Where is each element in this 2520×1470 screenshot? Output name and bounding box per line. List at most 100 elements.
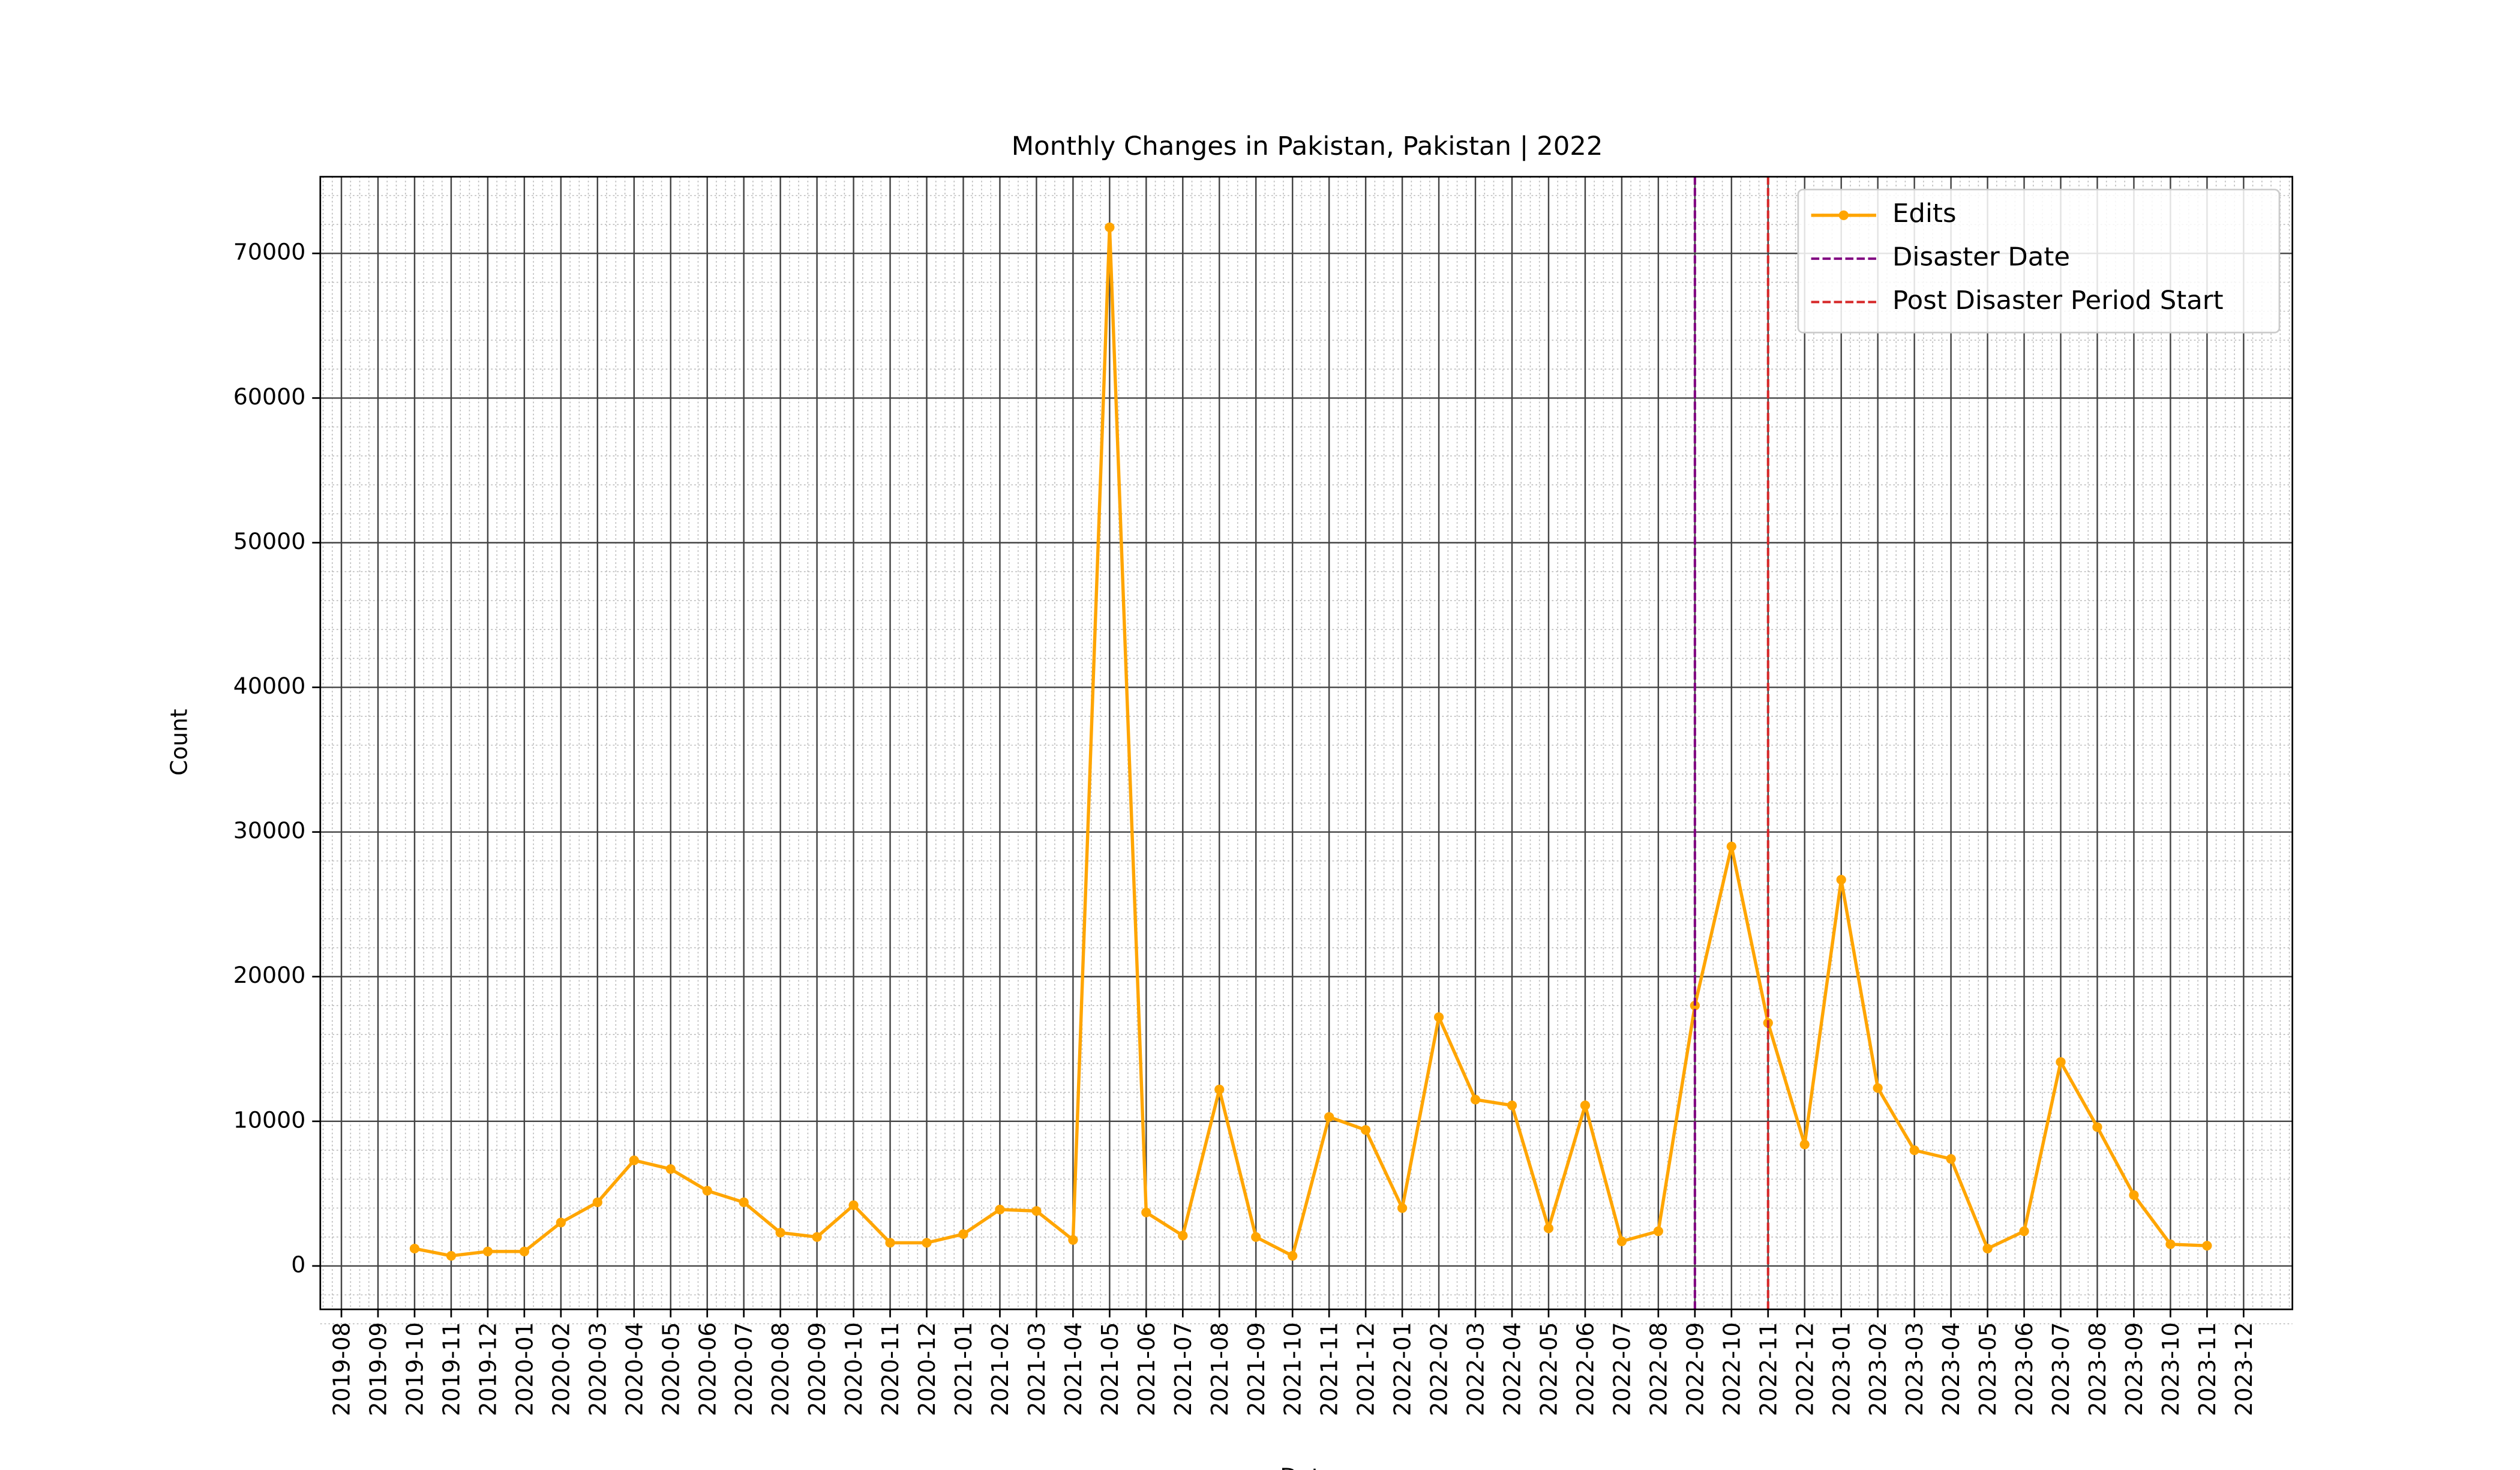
x-tick-label: 2020-07 xyxy=(731,1322,757,1417)
data-point xyxy=(812,1232,822,1242)
legend-label: Edits xyxy=(1892,199,1957,229)
x-axis-label: Date xyxy=(1280,1463,1334,1470)
x-tick-label: 2023-01 xyxy=(1828,1322,1855,1417)
data-point xyxy=(1178,1231,1188,1241)
x-tick-label: 2022-10 xyxy=(1718,1322,1745,1417)
x-tick-label: 2021-11 xyxy=(1316,1322,1343,1417)
data-point xyxy=(958,1229,968,1239)
y-axis-label: Count xyxy=(166,709,192,775)
x-tick-label: 2021-05 xyxy=(1097,1322,1123,1417)
y-tick-label: 30000 xyxy=(233,817,306,844)
x-tick-label: 2020-05 xyxy=(658,1322,684,1417)
x-tick-label: 2023-06 xyxy=(2011,1322,2038,1417)
x-tick-label: 2020-10 xyxy=(841,1322,867,1417)
x-tick-label: 2020-01 xyxy=(511,1322,538,1417)
data-point xyxy=(2092,1122,2102,1132)
data-point xyxy=(1105,222,1115,232)
data-point xyxy=(1068,1235,1078,1245)
x-tick-label: 2020-12 xyxy=(914,1322,940,1417)
x-tick-label: 2020-02 xyxy=(548,1322,574,1417)
x-tick-label: 2021-01 xyxy=(950,1322,977,1417)
data-point xyxy=(1726,841,1736,851)
x-tick-label: 2020-06 xyxy=(694,1322,721,1417)
chart-title: Monthly Changes in Pakistan, Pakistan | … xyxy=(1012,131,1603,161)
x-tick-label: 2022-11 xyxy=(1755,1322,1781,1417)
data-point xyxy=(1507,1100,1517,1111)
data-point xyxy=(1324,1112,1334,1122)
legend-marker xyxy=(1838,210,1849,220)
data-point xyxy=(1909,1145,1919,1156)
x-tick-label: 2022-05 xyxy=(1535,1322,1562,1417)
data-point xyxy=(995,1204,1005,1214)
data-point xyxy=(1799,1139,1810,1150)
y-tick-label: 10000 xyxy=(233,1106,306,1133)
x-tick-label: 2019-08 xyxy=(328,1322,355,1417)
data-point xyxy=(519,1246,529,1256)
y-tick-label: 60000 xyxy=(233,383,306,410)
x-tick-label: 2021-07 xyxy=(1170,1322,1196,1417)
data-point xyxy=(2019,1226,2029,1237)
legend-label: Post Disaster Period Start xyxy=(1892,286,2224,316)
x-tick-label: 2022-01 xyxy=(1389,1322,1415,1417)
x-tick-label: 2021-02 xyxy=(987,1322,1013,1417)
data-point xyxy=(1543,1223,1554,1234)
x-tick-label: 2021-09 xyxy=(1243,1322,1270,1417)
data-point xyxy=(2129,1190,2139,1200)
data-point xyxy=(739,1197,749,1207)
data-point xyxy=(1616,1236,1627,1246)
x-tick-label: 2019-10 xyxy=(401,1322,428,1417)
x-tick-label: 2021-12 xyxy=(1352,1322,1379,1417)
data-point xyxy=(702,1186,712,1196)
data-line xyxy=(414,227,2207,1258)
data-point xyxy=(1836,875,1846,885)
data-point xyxy=(446,1251,457,1261)
data-point xyxy=(1141,1207,1151,1217)
data-point xyxy=(1361,1125,1371,1135)
x-tick-label: 2022-07 xyxy=(1609,1322,1635,1417)
x-tick-label: 2023-03 xyxy=(1901,1322,1928,1417)
data-point xyxy=(1433,1012,1444,1022)
x-tick-label: 2022-06 xyxy=(1572,1322,1598,1417)
data-point xyxy=(922,1238,932,1248)
x-tick-label: 2023-08 xyxy=(2084,1322,2111,1417)
data-point xyxy=(885,1238,895,1248)
x-tick-label: 2023-11 xyxy=(2194,1322,2221,1417)
legend-box xyxy=(1797,188,2281,334)
data-point xyxy=(1946,1154,1956,1164)
data-point xyxy=(2202,1241,2212,1251)
x-tick-label: 2020-04 xyxy=(621,1322,647,1417)
y-tick-label: 0 xyxy=(291,1252,305,1278)
data-point xyxy=(1580,1100,1591,1111)
data-point xyxy=(1982,1243,1993,1254)
x-tick-label: 2022-09 xyxy=(1682,1322,1708,1417)
x-tick-label: 2021-06 xyxy=(1133,1322,1160,1417)
data-point xyxy=(592,1197,602,1207)
data-point xyxy=(482,1246,493,1256)
data-point xyxy=(1031,1206,1042,1216)
y-tick-label: 70000 xyxy=(233,239,306,265)
data-point xyxy=(1470,1094,1481,1105)
y-tick-label: 50000 xyxy=(233,528,306,554)
x-tick-label: 2021-08 xyxy=(1207,1322,1233,1417)
x-tick-label: 2023-07 xyxy=(2048,1322,2074,1417)
data-point xyxy=(1251,1232,1261,1242)
data-point xyxy=(1653,1226,1663,1237)
data-point xyxy=(1214,1084,1225,1094)
x-tick-label: 2019-12 xyxy=(475,1322,501,1417)
data-point xyxy=(556,1217,566,1228)
data-point xyxy=(1873,1083,1883,1093)
x-tick-label: 2019-11 xyxy=(438,1322,464,1417)
data-point xyxy=(775,1228,785,1238)
x-tick-label: 2023-12 xyxy=(2231,1322,2257,1417)
x-tick-label: 2021-03 xyxy=(1024,1322,1050,1417)
x-tick-label: 2020-11 xyxy=(877,1322,904,1417)
data-point xyxy=(665,1164,676,1174)
data-point xyxy=(1397,1203,1408,1213)
x-tick-label: 2020-03 xyxy=(584,1322,611,1417)
data-point xyxy=(1288,1251,1298,1261)
data-point xyxy=(629,1155,639,1165)
legend-label: Disaster Date xyxy=(1892,242,2070,272)
x-tick-label: 2023-09 xyxy=(2121,1322,2147,1417)
x-tick-label: 2020-08 xyxy=(767,1322,794,1417)
x-tick-label: 2022-03 xyxy=(1462,1322,1489,1417)
